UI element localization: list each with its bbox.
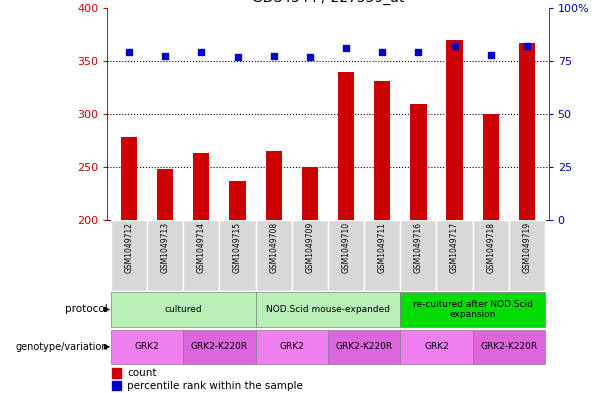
Text: GSM1049709: GSM1049709 [305,222,314,274]
Text: GRK2-K220R: GRK2-K220R [191,342,248,351]
Text: NOD.Scid mouse-expanded: NOD.Scid mouse-expanded [266,305,390,314]
Text: genotype/variation: genotype/variation [15,342,108,352]
Point [160,52,170,59]
Text: GSM1049712: GSM1049712 [124,222,134,273]
Bar [147,220,183,291]
Text: GSM1049718: GSM1049718 [486,222,495,273]
Bar [265,151,282,220]
Text: GSM1049710: GSM1049710 [341,222,351,273]
Bar [509,220,545,291]
Text: GSM1049716: GSM1049716 [414,222,423,273]
Bar [400,292,545,327]
Bar [183,330,256,364]
Point [268,52,278,59]
Bar [473,220,509,291]
Bar [229,181,246,220]
Title: GDS4544 / 227559_at: GDS4544 / 227559_at [252,0,404,6]
Bar [111,220,147,291]
Bar [400,220,436,291]
Bar [111,330,183,364]
Point [522,43,532,49]
Bar [328,220,364,291]
Point [414,49,424,55]
Bar [473,330,545,364]
Text: GRK2-K220R: GRK2-K220R [335,342,393,351]
Bar [519,43,535,220]
Text: count: count [127,368,157,378]
Bar [219,220,256,291]
Point [232,53,242,60]
Point [486,51,496,58]
Text: GSM1049708: GSM1049708 [269,222,278,273]
Bar [338,72,354,220]
Bar [193,153,210,220]
Bar [292,220,328,291]
Bar [256,292,400,327]
Text: GSM1049715: GSM1049715 [233,222,242,273]
Bar [256,330,328,364]
Text: GRK2-K220R: GRK2-K220R [480,342,538,351]
Point [305,53,314,60]
Bar [302,167,318,220]
Bar [111,292,256,327]
Bar [482,114,499,220]
Point [450,43,460,49]
Bar [410,105,427,220]
Text: GRK2: GRK2 [280,342,304,351]
Text: cultured: cultured [164,305,202,314]
Point [378,49,387,55]
Bar [121,137,137,220]
Point [196,49,206,55]
Point [341,45,351,51]
Text: GRK2: GRK2 [135,342,159,351]
Text: GSM1049711: GSM1049711 [378,222,387,273]
Bar [328,330,400,364]
Text: percentile rank within the sample: percentile rank within the sample [127,380,303,391]
Bar [157,169,173,220]
Text: GRK2: GRK2 [424,342,449,351]
Text: GSM1049717: GSM1049717 [450,222,459,273]
Text: GSM1049719: GSM1049719 [522,222,531,273]
Bar [183,220,219,291]
Text: GSM1049714: GSM1049714 [197,222,206,273]
Point [124,49,134,55]
Text: protocol: protocol [65,305,108,314]
Bar [112,368,121,378]
Bar [256,220,292,291]
Bar [400,330,473,364]
Bar [364,220,400,291]
Bar [436,220,473,291]
Bar [374,81,390,220]
Bar [446,40,463,220]
Text: re-cultured after NOD.Scid
expansion: re-cultured after NOD.Scid expansion [413,300,533,319]
Text: GSM1049713: GSM1049713 [161,222,170,273]
Bar [112,380,121,390]
